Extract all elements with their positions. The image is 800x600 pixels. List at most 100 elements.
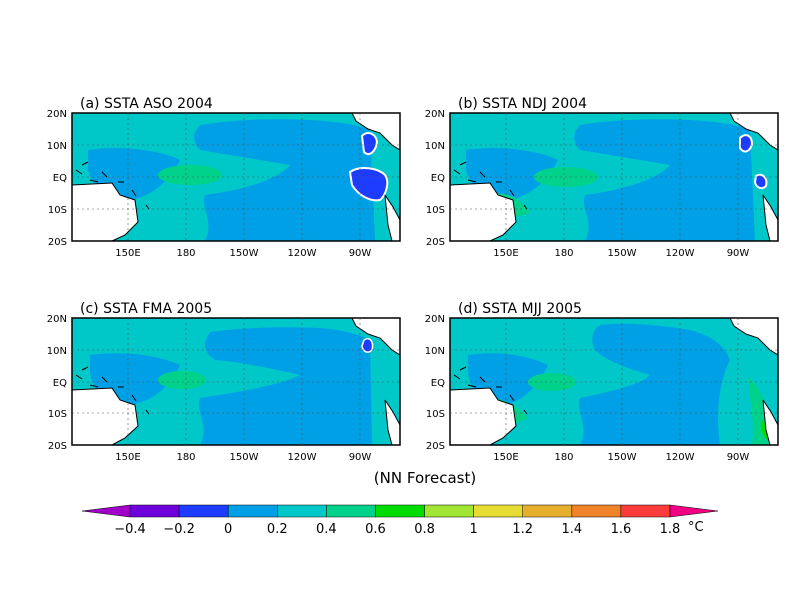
panel-d-islands — [453, 366, 528, 415]
panel-b-cold-anomaly-eq — [753, 173, 768, 190]
panel-b-islands — [453, 161, 528, 210]
panel-d-lon-90w: 90W — [727, 452, 750, 463]
panel-d-lon-150w: 150W — [608, 452, 637, 463]
panel-d-map — [450, 318, 778, 445]
panel-d-lat-10s: 10S — [426, 409, 445, 420]
panel-c-frame — [71, 317, 401, 446]
panel-c-map — [72, 318, 400, 445]
panel-b-lon-150e: 150E — [493, 248, 518, 259]
panel-c-lon-labels: 150E 180 150W 120W 90W — [115, 452, 371, 463]
panel-c-landmass-west — [72, 387, 139, 445]
panel-b-gridlines — [450, 113, 778, 241]
panel-a-landmass-east — [330, 113, 400, 241]
colorbar-low-triangle — [81, 504, 131, 518]
panel-c-lon-150e: 150E — [115, 452, 140, 463]
panel-b-title: (b) SSTA NDJ 2004 — [458, 96, 587, 112]
panel-a-map — [72, 113, 400, 241]
panel-a-lat-eq: EQ — [53, 173, 67, 184]
panel-d-gridlines — [450, 318, 778, 445]
panel-a-lat-labels: 20N 10N EQ 10S 20S — [47, 109, 67, 248]
panel-c-anomaly-region-east — [198, 327, 372, 445]
panel-b-map — [450, 113, 778, 241]
panel-a-lat-10n: 10N — [47, 141, 67, 152]
panel-c-title: (c) SSTA FMA 2005 — [80, 301, 212, 317]
panel-d-lon-180: 180 — [554, 452, 573, 463]
panel-c-lat-20n: 20N — [47, 314, 67, 325]
panel-b-landmass-east — [708, 113, 778, 241]
panel-d-lon-labels: 150E 180 150W 120W 90W — [493, 452, 749, 463]
panel-b-lat-10s: 10S — [426, 205, 445, 216]
panel-a-landmass-west — [72, 182, 139, 241]
panel-b: (b) SSTA NDJ 2004 20N 10N EQ 10S 20S 150… — [425, 96, 779, 259]
panel-b-lon-180: 180 — [554, 248, 573, 259]
panel-b-landmass-west — [450, 182, 517, 241]
panel-a-lon-150w: 150W — [230, 248, 259, 259]
panel-d-title: (d) SSTA MJJ 2005 — [458, 301, 582, 317]
panel-b-anomaly-region-east — [574, 119, 755, 241]
colorbar-swatch — [571, 504, 622, 518]
panel-a-title: (a) SSTA ASO 2004 — [80, 96, 213, 112]
figure-caption: (NN Forecast) — [374, 469, 476, 487]
panel-c-lat-10n: 10N — [47, 346, 67, 357]
panel-a-lon-180: 180 — [176, 248, 195, 259]
panel-a-lon-120w: 120W — [288, 248, 317, 259]
colorbar-tick-label: 1.8 — [660, 522, 681, 537]
colorbar-swatch — [424, 504, 474, 518]
colorbar-tick-label: 1 — [469, 522, 477, 537]
panel-d-warm-core-coast — [761, 420, 769, 440]
panel-a-lon-labels: 150E 180 150W 120W 90W — [115, 248, 371, 259]
panel-c-lon-120w: 120W — [288, 452, 317, 463]
panel-d-lat-20s: 20S — [426, 441, 445, 452]
panel-a-lat-10s: 10S — [48, 205, 67, 216]
panel-b-lon-90w: 90W — [727, 248, 750, 259]
panel-a-lon-90w: 90W — [349, 248, 372, 259]
colorbar-swatch — [326, 504, 376, 518]
colorbar-high-triangle — [669, 504, 719, 518]
panel-c-landmass-east — [330, 318, 400, 445]
colorbar-tick-label: 0.8 — [414, 522, 435, 537]
colorbar-tick-label: −0.2 — [163, 522, 195, 537]
panel-d-lon-150e: 150E — [493, 452, 518, 463]
colorbar-tick-label: 1.2 — [512, 522, 533, 537]
colorbar-swatch — [129, 504, 180, 518]
colorbar-tick-label: 0.4 — [316, 522, 337, 537]
panel-d-landmass-east — [708, 318, 778, 445]
panel-b-lat-10n: 10N — [425, 141, 445, 152]
panel-c-lon-150w: 150W — [230, 452, 259, 463]
panel-d-lat-labels: 20N 10N EQ 10S 20S — [425, 314, 445, 452]
panel-a-anomaly-core — [158, 165, 222, 185]
colorbar-swatch — [620, 504, 671, 518]
panel-c-lon-180: 180 — [176, 452, 195, 463]
panel-a-anomaly-region-east — [194, 119, 375, 241]
panel-c-cold-anomaly-north — [361, 338, 374, 353]
colorbar-tick-label: 0.6 — [365, 522, 386, 537]
panel-d-anomaly-region-east — [578, 323, 730, 445]
panel-a-gridlines — [72, 113, 400, 241]
panel-b-lon-labels: 150E 180 150W 120W 90W — [493, 248, 749, 259]
colorbar-swatch — [522, 504, 573, 518]
panel-b-lat-20n: 20N — [425, 109, 445, 120]
panel-d-frame — [449, 317, 779, 446]
panel-d-landmass-west — [450, 387, 517, 445]
panel-a: (a) SSTA ASO 2004 20N 10N EQ 10S 20S 150… — [47, 96, 401, 259]
colorbar-tick-label: 1.6 — [611, 522, 632, 537]
panel-b-lat-20s: 20S — [426, 237, 445, 248]
colorbar: −0.4 −0.2 0 0.2 0.4 0.6 0.8 1 1.2 1.4 1.6 1.8 °C — [81, 504, 719, 537]
panel-b-lat-eq: EQ — [431, 173, 445, 184]
panel-c-lat-20s: 20S — [48, 441, 67, 452]
panel-a-cold-anomaly-eq — [348, 167, 389, 202]
colorbar-tick-label: 0 — [224, 522, 232, 537]
panel-c-gridlines — [72, 318, 400, 445]
panel-a-islands — [75, 161, 150, 210]
panel-a-lat-20s: 20S — [48, 237, 67, 248]
panel-c: (c) SSTA FMA 2005 20N 10N EQ 10S 20S 150… — [47, 301, 401, 463]
panel-b-lon-150w: 150W — [608, 248, 637, 259]
colorbar-tick-label: −0.4 — [114, 522, 146, 537]
colorbar-tick-label: 0.2 — [267, 522, 288, 537]
colorbar-swatch — [375, 504, 425, 518]
panel-a-cold-anomaly-north — [360, 132, 379, 156]
colorbar-swatch — [277, 504, 327, 518]
colorbar-swatch — [227, 504, 278, 518]
panel-c-anomaly-core — [158, 371, 206, 389]
